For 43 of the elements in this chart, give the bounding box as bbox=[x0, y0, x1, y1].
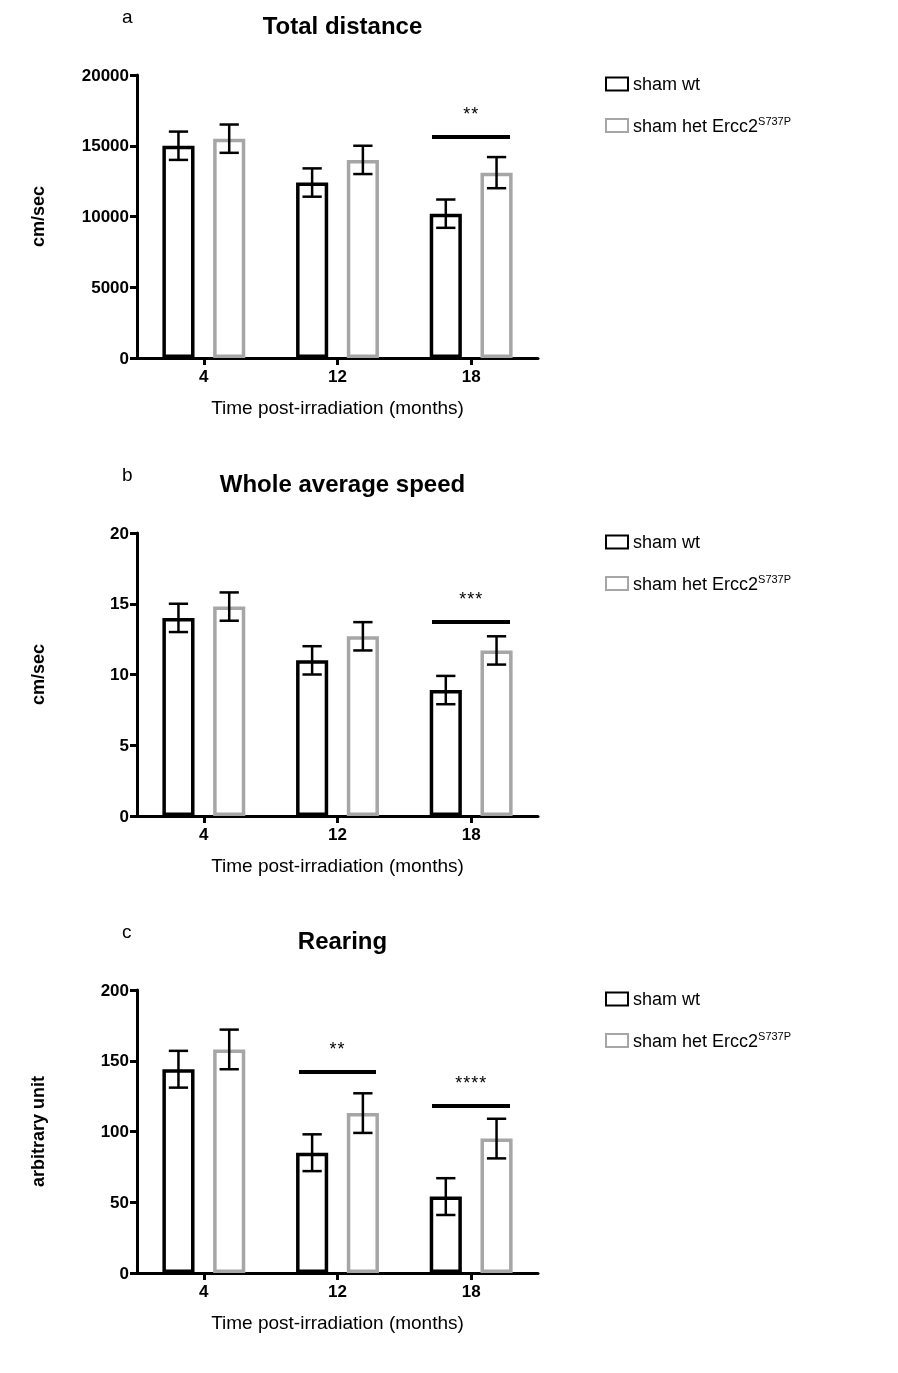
x-tick-label: 4 bbox=[199, 824, 210, 844]
y-tick-label: 15000 bbox=[81, 136, 129, 156]
x-tick-label: 4 bbox=[199, 367, 210, 386]
x-axis-title: Time post-irradiation (months) bbox=[211, 1312, 464, 1334]
x-axis-title: Time post-irradiation (months) bbox=[211, 854, 464, 876]
text: c bbox=[122, 921, 132, 944]
x-tick-label: 12 bbox=[328, 367, 347, 386]
y-tick-label: 200 bbox=[100, 980, 129, 1000]
x-tick-label: 18 bbox=[461, 367, 481, 386]
annotation: ** bbox=[329, 1039, 346, 1061]
x-tick-label: 18 bbox=[461, 824, 481, 844]
y-tick-label: 5000 bbox=[91, 277, 129, 297]
x-tick-label: 12 bbox=[328, 1282, 347, 1302]
annotation: ** bbox=[463, 104, 480, 126]
x-tick-label: 18 bbox=[461, 1282, 481, 1302]
y-axis-title: cm/sec bbox=[28, 185, 48, 248]
y-tick-label: 15 bbox=[110, 593, 129, 613]
chart-title: Whole average speed bbox=[219, 469, 466, 497]
annotation: *** bbox=[459, 588, 484, 610]
x-tick-label: 4 bbox=[199, 1282, 210, 1302]
y-tick-label: 5 bbox=[119, 735, 129, 755]
y-tick-label: 20000 bbox=[81, 65, 129, 85]
y-tick-label: 0 bbox=[119, 348, 129, 368]
y-axis-title: arbitrary unit bbox=[28, 1076, 48, 1188]
y-tick-label: 0 bbox=[119, 806, 129, 826]
y-axis-title: cm/sec bbox=[28, 643, 48, 705]
y-tick-label: 10000 bbox=[81, 207, 129, 226]
y-tick-label: 50 bbox=[110, 1193, 129, 1213]
x-axis-title: Time post-irradiation (months) bbox=[211, 397, 464, 418]
text: b bbox=[122, 463, 133, 486]
chart-title: Total distance bbox=[262, 11, 423, 39]
y-tick-label: 20 bbox=[110, 523, 129, 543]
y-tick-label: 100 bbox=[100, 1122, 129, 1142]
legend-label: sham wt bbox=[633, 74, 701, 94]
x-tick-label: 12 bbox=[328, 824, 347, 844]
y-tick-label: 0 bbox=[119, 1263, 129, 1283]
text: a bbox=[122, 6, 133, 28]
y-tick-label: 10 bbox=[110, 664, 129, 684]
annotation: **** bbox=[455, 1073, 488, 1095]
legend-label: sham wt bbox=[633, 989, 701, 1010]
chart-title: Rearing bbox=[297, 926, 388, 954]
y-tick-label: 150 bbox=[100, 1051, 129, 1071]
legend-label: sham wt bbox=[633, 531, 701, 552]
